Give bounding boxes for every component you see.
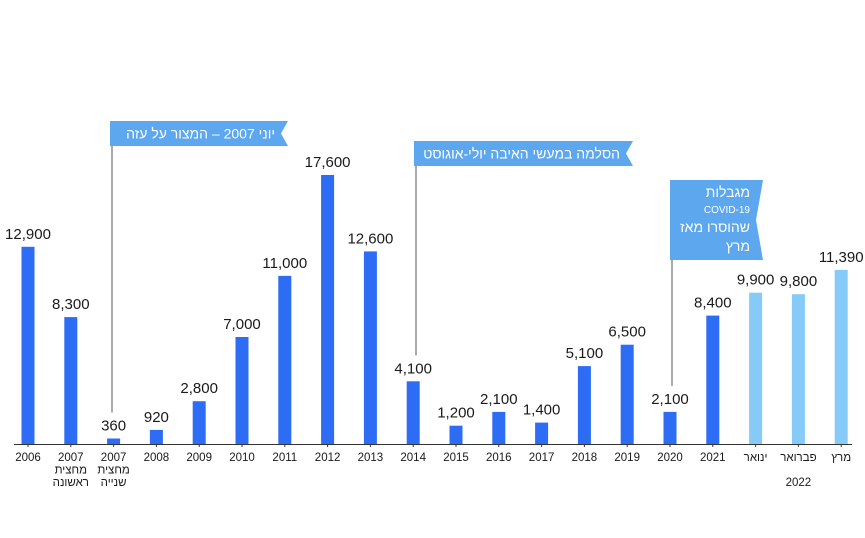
tick-label-12-0: 2017 xyxy=(529,452,555,464)
tick-label-5-0: 2010 xyxy=(229,452,255,464)
tick-label-2-2: שנייה xyxy=(101,477,127,489)
annotations-group: יוני 2007 – המצור על עזה הסלמה במעשי האיב… xyxy=(110,121,763,260)
value-label-10: 1,200 xyxy=(437,405,475,422)
value-label-8: 12,600 xyxy=(347,230,393,247)
value-label-12: 1,400 xyxy=(523,402,561,419)
value-label-3: 920 xyxy=(144,409,169,426)
bars-group xyxy=(21,175,848,444)
tick-label-0-0: 2006 xyxy=(15,452,41,464)
annotation-text-2-3: מרץ xyxy=(726,238,750,254)
tick-label-8-0: 2013 xyxy=(358,452,384,464)
bar-4 xyxy=(192,401,206,444)
value-label-14: 6,500 xyxy=(608,324,646,341)
group-label-2022: 2022 xyxy=(786,477,812,489)
annotation-text-2-1: COVID-19 xyxy=(704,205,751,216)
tick-label-18-0: פברואר xyxy=(780,452,816,464)
value-label-13: 5,100 xyxy=(566,345,604,362)
bar-16 xyxy=(706,315,720,444)
annotation-text-2-2: שהוסרו מאז xyxy=(680,219,750,235)
value-label-19: 11,390 xyxy=(819,249,864,266)
tick-label-2-1: מחצית xyxy=(97,465,129,477)
bar-17 xyxy=(749,292,763,444)
bar-7 xyxy=(321,175,335,444)
tick-label-17-0: ינואר xyxy=(744,452,768,464)
bar-1 xyxy=(64,317,78,444)
bar-11 xyxy=(492,411,506,444)
bar-15 xyxy=(663,411,677,444)
bar-2 xyxy=(107,438,121,444)
value-label-1: 8,300 xyxy=(52,296,90,313)
value-label-2: 360 xyxy=(101,418,126,435)
bar-13 xyxy=(577,366,591,444)
value-label-0: 12,900 xyxy=(5,226,51,243)
value-label-17: 9,900 xyxy=(737,272,775,289)
value-label-11: 2,100 xyxy=(480,391,518,408)
annotation-box-0 xyxy=(110,121,288,146)
value-label-9: 4,100 xyxy=(394,360,432,377)
tick-label-3-0: 2008 xyxy=(144,452,170,464)
annotation-text-0: יוני 2007 – המצור על עזה xyxy=(126,126,275,142)
tick-label-13-0: 2018 xyxy=(572,452,598,464)
bar-12 xyxy=(535,422,549,444)
tick-label-14-0: 2019 xyxy=(614,452,640,464)
bar-9 xyxy=(406,381,420,444)
bar-19 xyxy=(834,269,848,444)
tick-label-4-0: 2009 xyxy=(186,452,212,464)
value-label-4: 2,800 xyxy=(180,380,218,397)
value-label-7: 17,600 xyxy=(305,154,351,171)
value-label-5: 7,000 xyxy=(223,316,261,333)
bar-6 xyxy=(278,275,292,444)
bar-10 xyxy=(449,425,463,444)
tick-label-2-0: 2007 xyxy=(101,452,127,464)
annotation-text-2-0: מגבלות xyxy=(706,184,750,200)
bar-5 xyxy=(235,337,249,444)
bar-0 xyxy=(21,246,35,444)
bar-3 xyxy=(149,429,163,444)
value-labels: 12,900 8,300 360 920 2,800 7,000 11,000 17,600 1… xyxy=(5,154,864,435)
tick-label-7-0: 2012 xyxy=(315,452,341,464)
tick-label-19-0: מרץ xyxy=(831,452,851,464)
value-label-15: 2,100 xyxy=(651,391,689,408)
tick-label-6-0: 2011 xyxy=(272,452,297,464)
value-label-6: 11,000 xyxy=(262,255,307,272)
tick-label-15-0: 2020 xyxy=(657,452,683,464)
annotation-box-1 xyxy=(414,141,633,166)
tick-label-1-1: מחצית xyxy=(55,465,87,477)
tick-label-1-2: ראשונה xyxy=(53,477,89,489)
tick-label-16-0: 2021 xyxy=(700,452,726,464)
value-label-18: 9,800 xyxy=(780,273,818,290)
bar-18 xyxy=(791,294,805,444)
tick-label-1-0: 2007 xyxy=(58,452,84,464)
annotation-box-2 xyxy=(670,180,763,260)
annotation-text-1: הסלמה במעשי האיבה יולי-אוגוסט xyxy=(423,146,620,162)
bar-14 xyxy=(620,344,634,444)
value-label-16: 8,400 xyxy=(694,295,732,312)
tick-label-9-0: 2014 xyxy=(400,452,426,464)
tick-label-11-0: 2016 xyxy=(486,452,512,464)
tick-label-10-0: 2015 xyxy=(443,452,469,464)
bar-8 xyxy=(363,251,377,444)
